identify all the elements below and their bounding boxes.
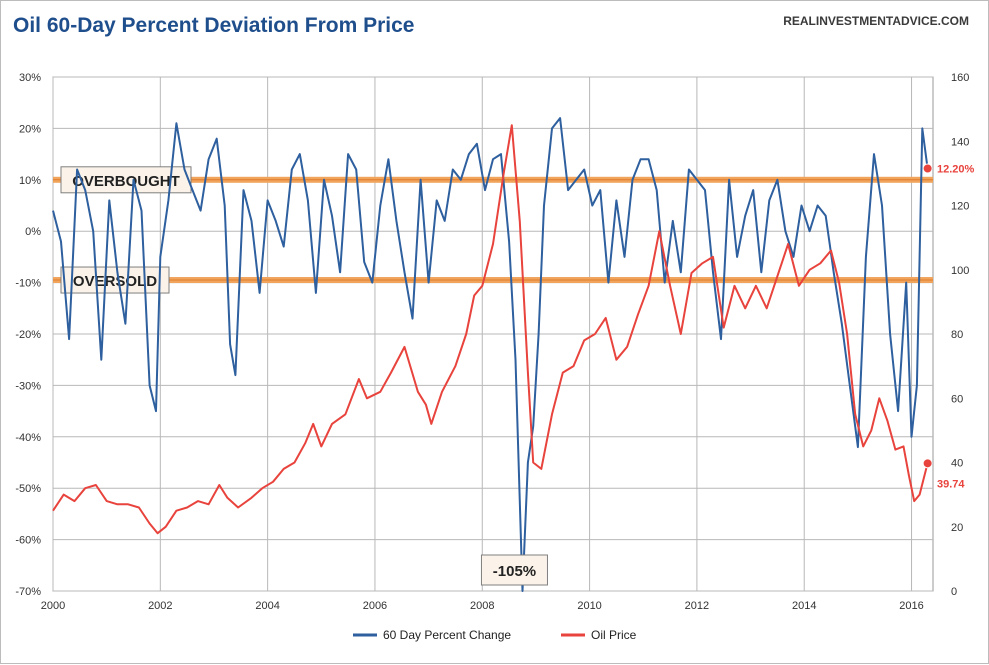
legend-label: 60 Day Percent Change xyxy=(383,628,511,642)
y-right-tick-label: 60 xyxy=(951,393,963,405)
series-group xyxy=(52,117,929,592)
y-left-tick-label: -70% xyxy=(15,586,41,598)
y-left-tick-label: -30% xyxy=(15,380,41,392)
y-right-tick-label: 120 xyxy=(951,201,969,213)
y-right-tick-label: 80 xyxy=(951,329,963,341)
source-label: REALINVESTMENTADVICE.COM xyxy=(783,14,969,28)
y-right-tick-label: 100 xyxy=(951,265,969,277)
y-left-tick-label: 20% xyxy=(19,123,41,135)
series-end-marker xyxy=(922,163,933,174)
grid xyxy=(52,76,933,592)
series-end-label: 12.20% xyxy=(937,163,975,175)
y-right-tick-label: 0 xyxy=(951,586,957,598)
x-tick-label: 2016 xyxy=(899,600,923,612)
y-left-tick-label: -50% xyxy=(15,483,41,495)
y-left-tick-label: 0% xyxy=(25,226,41,238)
annotations: 12.20% 39.74 -105% xyxy=(480,163,975,586)
callout-box xyxy=(480,554,548,586)
series-end-label: 39.74 xyxy=(937,478,965,490)
axes: 30% 20% 10% 0% -10% -20% -30% -40% -50% -60% -70% 1… xyxy=(15,72,969,612)
x-tick-label: 2008 xyxy=(470,600,494,612)
band-label: OVERSOLD xyxy=(73,273,157,290)
x-tick-label: 2010 xyxy=(577,600,601,612)
x-tick-label: 2006 xyxy=(363,600,387,612)
chart-title: Oil 60-Day Percent Deviation From Price xyxy=(13,14,414,37)
x-tick-label: 2004 xyxy=(255,600,279,612)
band-label-box xyxy=(60,266,170,294)
series-end-marker xyxy=(922,458,933,469)
y-left-tick-label: -20% xyxy=(15,329,41,341)
callout-label: -105% xyxy=(493,563,536,580)
y-left-tick-label: 10% xyxy=(19,175,41,187)
legend: 60 Day Percent Change Oil Price xyxy=(353,628,637,642)
legend-label: Oil Price xyxy=(591,628,637,642)
y-right-tick-label: 140 xyxy=(951,136,969,148)
x-tick-label: 2000 xyxy=(41,600,65,612)
y-right-tick-label: 160 xyxy=(951,72,969,84)
band-label: OVERBOUGHT xyxy=(72,173,180,190)
y-left-tick-label: -40% xyxy=(15,432,41,444)
series-line-oil-price xyxy=(52,124,929,535)
y-left-tick-label: 30% xyxy=(19,72,41,84)
bands: OVERBOUGHT OVERSOLD xyxy=(53,166,933,294)
series-line-pct-change xyxy=(52,117,929,592)
y-right-tick-label: 40 xyxy=(951,458,963,470)
y-left-tick-label: -10% xyxy=(15,278,41,290)
x-tick-label: 2002 xyxy=(148,600,172,612)
y-left-tick-label: -60% xyxy=(15,535,41,547)
x-tick-label: 2014 xyxy=(792,600,816,612)
y-right-tick-label: 20 xyxy=(951,522,963,534)
x-tick-label: 2012 xyxy=(685,600,709,612)
